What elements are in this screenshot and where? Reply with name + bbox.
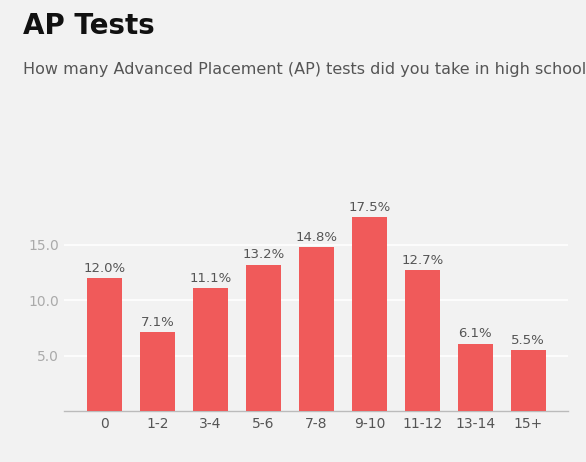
Bar: [299, 247, 333, 411]
Text: 14.8%: 14.8%: [295, 231, 338, 244]
Text: 17.5%: 17.5%: [348, 201, 390, 214]
Bar: [511, 350, 546, 411]
Text: 7.1%: 7.1%: [141, 316, 175, 329]
Bar: [193, 288, 228, 411]
Bar: [246, 265, 281, 411]
Bar: [140, 333, 175, 411]
Bar: [405, 270, 440, 411]
Text: 12.7%: 12.7%: [401, 254, 444, 267]
Text: 12.0%: 12.0%: [84, 262, 125, 275]
Text: AP Tests: AP Tests: [23, 12, 155, 40]
Bar: [458, 344, 493, 411]
Text: 5.5%: 5.5%: [512, 334, 545, 347]
Bar: [352, 217, 387, 411]
Text: 13.2%: 13.2%: [243, 249, 285, 261]
Text: How many Advanced Placement (AP) tests did you take in high school?: How many Advanced Placement (AP) tests d…: [23, 62, 586, 77]
Bar: [87, 278, 122, 411]
Text: 11.1%: 11.1%: [189, 272, 231, 285]
Text: 6.1%: 6.1%: [458, 327, 492, 340]
